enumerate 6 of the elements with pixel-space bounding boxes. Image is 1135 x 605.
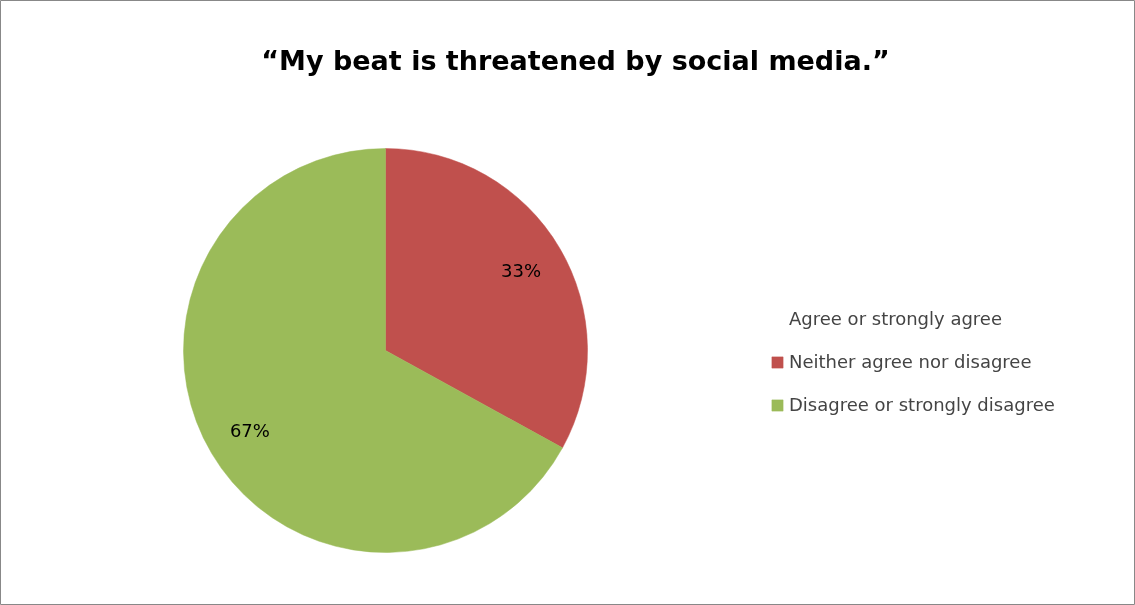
data-label: 33% (501, 259, 542, 281)
legend-label: Neither agree nor disagree (789, 351, 1032, 372)
chart-title: “My beat is threatened by social media.” (261, 45, 890, 76)
legend-label: Disagree or strongly disagree (789, 394, 1055, 415)
category-label: Agree or strongly agree (789, 308, 1003, 329)
data-label: 67% (229, 420, 270, 442)
